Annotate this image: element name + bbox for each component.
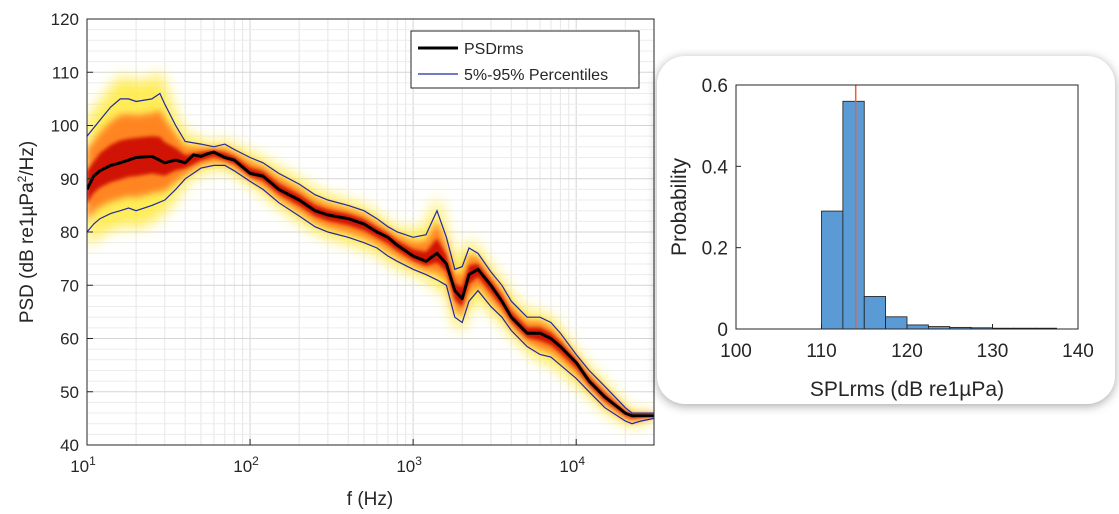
psd-y-tick-label: 100 [51, 117, 79, 136]
histogram-x-tick-label: 100 [720, 341, 752, 362]
psd-x-tick-label: 104 [559, 454, 585, 476]
histogram-bar [906, 324, 929, 330]
psd-y-axis-label-tail: /Hz) [17, 141, 38, 176]
histogram-y-axis-label: Probability [668, 157, 691, 256]
psd-y-tick-label: 40 [60, 436, 79, 455]
psd-y-axis-label-main: PSD (dB re1µPa [17, 182, 38, 323]
psd-y-tick-label: 120 [51, 10, 79, 29]
psd-legend: PSDrms 5%-95% Percentiles [410, 30, 640, 89]
histogram-bars [821, 100, 1058, 330]
histogram-x-tick-label: 120 [891, 341, 923, 362]
histogram-bar [821, 210, 844, 330]
histogram-axis-ticks: 0 0.2 0.4 0.6 100 110 120 130 140 [702, 76, 1094, 362]
psd-chart: 40 50 60 70 80 90 100 110 120 101 102 103 104 f (Hz)… [15, 10, 655, 510]
psd-x-tick-label: 101 [70, 454, 96, 476]
psd-y-tick-label: 70 [60, 276, 79, 295]
histogram-x-tick-label: 130 [977, 341, 1009, 362]
psd-legend-label-percentiles: 5%-95% Percentiles [464, 67, 608, 84]
psd-y-axis-label: PSD (dB re1µPa2/Hz) [15, 141, 38, 323]
histogram-bar [863, 296, 887, 330]
psd-y-tick-label: 90 [60, 170, 79, 189]
histogram-y-tick-label: 0.6 [702, 76, 728, 97]
histogram-y-tick-label: 0.4 [702, 157, 729, 178]
histogram-x-tick-label: 140 [1062, 341, 1094, 362]
histogram-x-tick-label: 110 [806, 341, 836, 362]
psd-y-tick-label: 110 [52, 63, 79, 82]
psd-y-tick-label: 50 [60, 383, 79, 402]
histogram-x-axis-label: SPLrms (dB re1µPa) [810, 378, 1004, 401]
psd-legend-label-psdrms: PSDrms [464, 41, 524, 58]
psd-y-tick-label: 60 [60, 330, 79, 349]
histogram-bar [885, 316, 908, 330]
psd-lines [87, 92, 654, 425]
histogram-inset-card: 0 0.2 0.4 0.6 100 110 120 130 140 SPLrms (dB re1… [657, 56, 1115, 404]
psd-y-axis-label-exp: 2 [15, 175, 29, 182]
psd-axis-ticks: 40 50 60 70 80 90 100 110 120 101 102 103 104 [51, 10, 586, 476]
psd-legend-box [410, 30, 640, 89]
psd-x-tick-label: 102 [233, 454, 259, 476]
psd-y-tick-label: 80 [60, 223, 79, 242]
psd-percentile-95-line [87, 92, 654, 414]
psd-x-tick-label: 103 [396, 454, 422, 476]
histogram-y-tick-label: 0 [717, 320, 728, 341]
histogram-bar [842, 100, 865, 330]
histogram-plot-frame [735, 84, 1079, 330]
psd-rms-line [87, 150, 654, 418]
histogram-y-tick-label: 0.2 [702, 239, 728, 260]
psd-x-axis-label: f (Hz) [347, 489, 393, 510]
spl-histogram-chart: 0 0.2 0.4 0.6 100 110 120 130 140 SPLrms (dB re1… [668, 76, 1094, 401]
psd-percentile-5-line [87, 164, 654, 425]
